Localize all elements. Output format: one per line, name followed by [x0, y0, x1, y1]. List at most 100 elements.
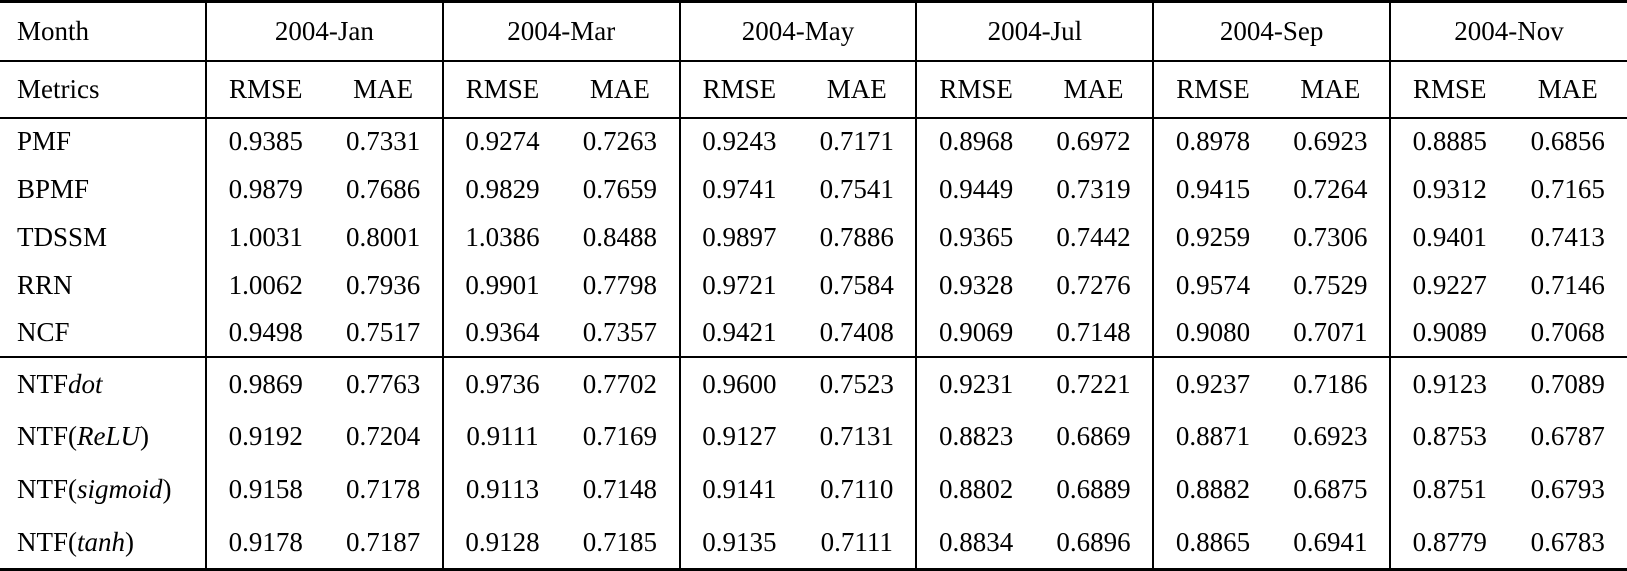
metric-value-cell: 0.9243	[678, 117, 799, 166]
row-label-part: TDSSM	[17, 221, 108, 252]
metric-value-cell: 0.7584	[819, 269, 894, 300]
metric-value-cell: 0.9385	[204, 117, 325, 166]
table-row: NTF(tanh) 0.9178 0.7187 0.9128 0.7185 0.9135 0…	[0, 516, 1627, 570]
row-label-part: BPMF	[17, 173, 90, 204]
metric-value-cell: 0.9498	[204, 309, 325, 358]
metric-value-cell: 0.6869	[1056, 421, 1131, 452]
rmse-header: RMSE	[441, 60, 562, 118]
metric-value-cell: 0.7319	[1056, 173, 1131, 204]
row-label-part: NTF(	[17, 421, 77, 452]
metric-value-cell: 0.6787	[1530, 421, 1605, 452]
metric-value-cell: 0.7146	[1530, 269, 1605, 300]
metric-value-cell: 0.9449	[915, 165, 1035, 214]
metric-value-cell: 0.7686	[345, 173, 421, 204]
metric-value-cell: 0.7110	[820, 474, 894, 505]
metric-value-cell: 0.9364	[441, 309, 562, 358]
metric-value-cell: 0.9259	[1152, 213, 1272, 262]
metric-value-cell: 0.7798	[582, 269, 658, 300]
metric-value-cell: 0.7886	[819, 221, 894, 252]
row-label: BPMF	[0, 165, 206, 213]
metric-value-cell: 0.7185	[582, 526, 658, 557]
metric-value-cell: 0.7148	[582, 474, 658, 505]
row-label: NTF(sigmoid)	[0, 463, 206, 516]
table-row: TDSSM 1.0031 0.8001 1.0386 0.8488 0.9897 0.788…	[0, 213, 1627, 262]
metric-value-cell: 0.8968	[915, 117, 1035, 166]
metric-value-cell: 0.8802	[915, 463, 1035, 517]
metric-value-cell: 1.0062	[204, 261, 325, 310]
metric-value-cell: 0.6875	[1293, 474, 1368, 505]
metric-value-cell: 0.9741	[678, 165, 799, 214]
metric-value-cell: 0.7517	[345, 317, 421, 348]
month-header: 2004-May	[678, 1, 917, 61]
metric-value-cell: 0.7148	[1056, 317, 1131, 348]
metric-value-cell: 0.8823	[915, 410, 1035, 464]
metric-value-cell: 0.7408	[819, 317, 894, 348]
metric-value-cell: 0.7187	[345, 526, 421, 557]
table-row: NTF(ReLU) 0.9192 0.7204 0.9111 0.7169 0.9127 0…	[0, 410, 1627, 464]
metrics-corner-label: Metrics	[17, 73, 100, 104]
metric-value-cell: 0.8779	[1389, 516, 1509, 570]
row-label-italic-part: dot	[68, 368, 103, 399]
metric-value-cell: 0.7331	[345, 126, 421, 157]
month-header: 2004-Nov	[1389, 1, 1627, 61]
metric-value-cell: 0.7263	[582, 126, 658, 157]
metric-value-cell: 0.7659	[582, 173, 658, 204]
metric-value-cell: 0.9237	[1152, 357, 1272, 411]
metric-value-cell: 0.6923	[1293, 126, 1368, 157]
metric-value-cell: 0.9080	[1152, 309, 1272, 358]
metric-value-cell: 0.8753	[1389, 410, 1509, 464]
rmse-header: RMSE	[915, 60, 1035, 118]
metric-value-cell: 0.9231	[915, 357, 1035, 411]
metric-value-cell: 0.9111	[441, 410, 562, 464]
metric-value-cell: 0.7089	[1530, 368, 1605, 399]
metric-value-cell: 0.8834	[915, 516, 1035, 570]
metric-value-cell: 0.9192	[204, 410, 325, 464]
metric-value-cell: 0.6783	[1530, 526, 1605, 557]
rmse-header: RMSE	[678, 60, 799, 118]
metric-value-cell: 0.7178	[345, 474, 421, 505]
row-label: RRN	[0, 261, 206, 309]
metric-value-cell: 0.7204	[345, 421, 421, 452]
mae-header: MAE	[589, 73, 650, 104]
metric-value-cell: 0.9178	[204, 516, 325, 570]
metric-value-cell: 0.8882	[1152, 463, 1272, 517]
table-row: NCF 0.9498 0.7517 0.9364 0.7357 0.9421 0.7408 0…	[0, 309, 1627, 358]
metric-value-cell: 0.8978	[1152, 117, 1272, 166]
row-label: NTFdot	[0, 357, 206, 410]
metric-value-cell: 0.9736	[441, 357, 562, 411]
baseline-models-block: PMF 0.9385 0.7331 0.9274 0.7263 0.9243 0.7171 0…	[0, 117, 1627, 358]
row-label-italic-part: sigmoid	[77, 474, 163, 505]
metrics-header-row: Metrics RMSE MAE RMSE MAE RMSE MAE RMSE …	[0, 60, 1627, 118]
metric-value-cell: 0.8885	[1389, 117, 1509, 166]
mae-header: MAE	[826, 73, 887, 104]
metric-value-cell: 0.9089	[1389, 309, 1509, 358]
metric-value-cell: 0.7442	[1056, 221, 1131, 252]
rmse-header: RMSE	[1389, 60, 1509, 118]
metric-value-cell: 0.7171	[819, 126, 894, 157]
metric-value-cell: 0.8865	[1152, 516, 1272, 570]
metric-value-cell: 0.8001	[345, 221, 421, 252]
metric-value-cell: 0.9415	[1152, 165, 1272, 214]
metric-value-cell: 1.0386	[441, 213, 562, 262]
table-row: RRN 1.0062 0.7936 0.9901 0.7798 0.9721 0.7584 0…	[0, 261, 1627, 310]
metric-value-cell: 0.9600	[678, 357, 799, 411]
metric-value-cell: 0.9158	[204, 463, 325, 517]
row-label-part: NTF(	[17, 474, 77, 505]
metric-value-cell: 0.9127	[678, 410, 799, 464]
metric-value-cell: 0.9128	[441, 516, 562, 570]
metric-value-cell: 0.7169	[582, 421, 658, 452]
metric-value-cell: 0.7221	[1056, 368, 1131, 399]
row-label: NTF(tanh)	[0, 516, 206, 569]
metric-value-cell: 0.7541	[819, 173, 894, 204]
metric-value-cell: 0.9141	[678, 463, 799, 517]
metric-value-cell: 0.7306	[1293, 221, 1368, 252]
table-row: NTFdot 0.9869 0.7763 0.9736 0.7702 0.9600 0.75…	[0, 357, 1627, 411]
row-label: NCF	[0, 309, 206, 357]
metric-value-cell: 0.7165	[1530, 173, 1605, 204]
month-header: 2004-Jul	[915, 1, 1154, 61]
ntf-variants-block: NTFdot 0.9869 0.7763 0.9736 0.7702 0.9600 0.75…	[0, 357, 1627, 570]
metric-value-cell: 0.9227	[1389, 261, 1509, 310]
month-header: 2004-Sep	[1152, 1, 1391, 61]
metric-value-cell: 0.6941	[1293, 526, 1368, 557]
